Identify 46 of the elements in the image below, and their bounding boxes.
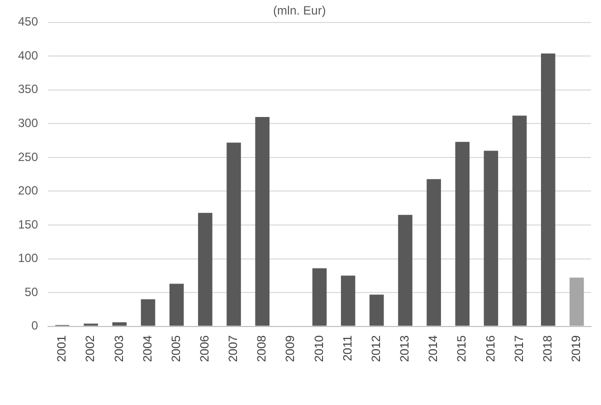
x-tick-label: 2010 xyxy=(312,334,326,362)
bar xyxy=(484,150,498,326)
bar xyxy=(540,53,556,326)
x-tick-label: 2009 xyxy=(283,334,298,362)
bar xyxy=(169,284,184,326)
chart-title: (mln. Eur) xyxy=(273,4,326,18)
bar xyxy=(398,214,412,326)
y-tick-label: 200 xyxy=(18,184,38,198)
bar xyxy=(140,299,156,326)
x-tick-label: 2017 xyxy=(512,334,526,362)
bar xyxy=(340,276,356,326)
y-tick-label: 150 xyxy=(18,217,38,232)
bar xyxy=(455,142,470,326)
y-tick-label: 300 xyxy=(18,116,38,130)
bar xyxy=(226,142,241,326)
y-tick-label: 50 xyxy=(24,284,38,299)
x-tick-label: 2005 xyxy=(168,334,183,362)
bar xyxy=(112,322,127,326)
x-tick-label: 2014 xyxy=(426,334,440,362)
y-tick-label: 450 xyxy=(18,14,38,29)
x-tick-label: 2007 xyxy=(226,334,240,362)
y-tick-label: 250 xyxy=(18,150,38,164)
x-tick-label: 2006 xyxy=(198,334,212,362)
bar xyxy=(512,116,527,326)
y-tick-label: 350 xyxy=(18,82,38,96)
x-tick-label: 2015 xyxy=(454,334,469,362)
x-tick-label: 2013 xyxy=(398,334,412,362)
x-tick-label: 2002 xyxy=(83,334,98,362)
y-tick-label: 100 xyxy=(18,251,38,266)
x-tick-label: 2003 xyxy=(112,334,126,362)
bar xyxy=(426,179,441,326)
x-tick-label: 2018 xyxy=(540,334,554,362)
x-tick-label: 2012 xyxy=(368,334,383,362)
x-tick-label: 2011 xyxy=(340,334,354,362)
x-tick-label: 2008 xyxy=(254,334,269,362)
bar xyxy=(198,212,212,326)
x-tick-label: 2016 xyxy=(483,334,498,362)
bar xyxy=(570,278,584,326)
x-tick-label: 2001 xyxy=(54,334,69,362)
y-tick-label: 400 xyxy=(18,48,38,62)
bar xyxy=(255,116,270,326)
bar xyxy=(312,268,327,326)
bar xyxy=(370,294,384,326)
x-tick-label: 2019 xyxy=(569,334,584,362)
y-tick-label: 0 xyxy=(31,318,38,333)
x-tick-label: 2004 xyxy=(140,334,154,362)
